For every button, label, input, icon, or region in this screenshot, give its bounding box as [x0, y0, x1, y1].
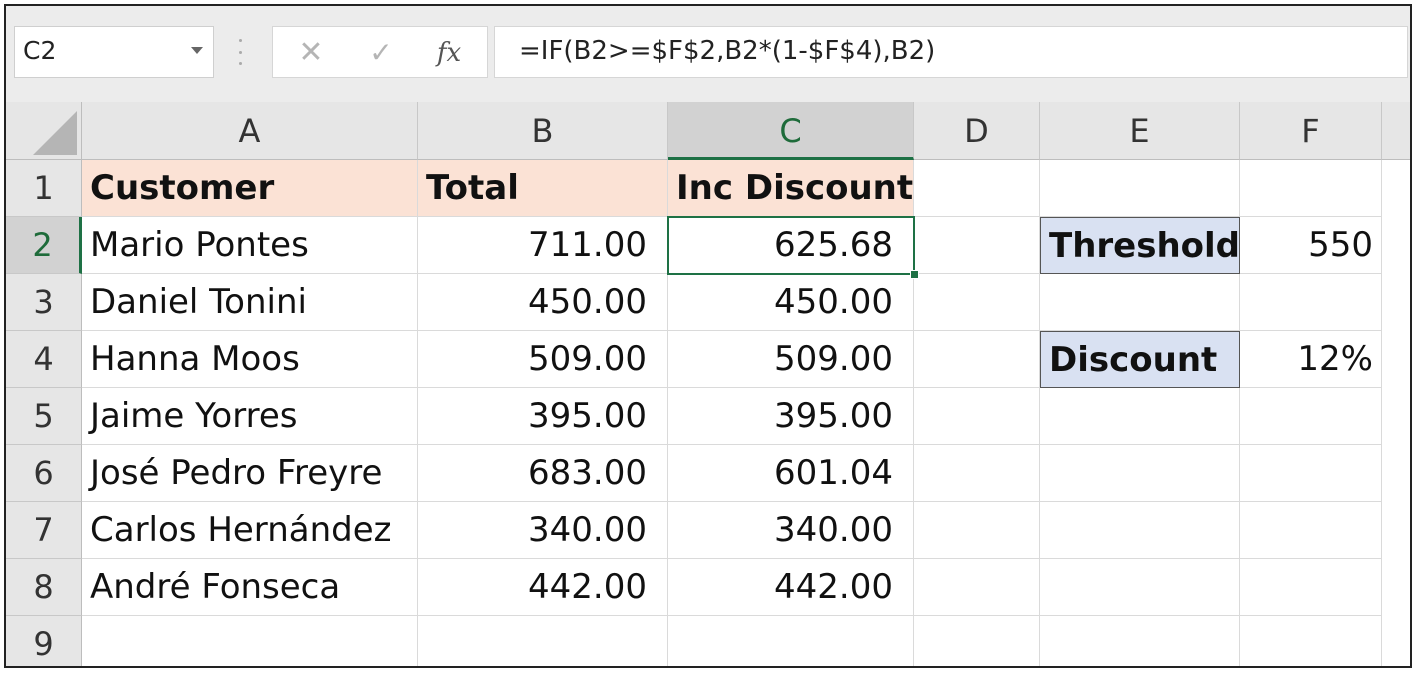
fill-handle[interactable] [910, 270, 919, 279]
cell-b7[interactable]: 340.00 [418, 502, 668, 559]
cell-a8[interactable]: André Fonseca [82, 559, 418, 616]
cell-f8[interactable] [1240, 559, 1382, 616]
row-header-7[interactable]: 7 [6, 502, 82, 559]
cell-d3[interactable] [914, 274, 1040, 331]
column-header-b[interactable]: B [418, 102, 668, 160]
row-header-8[interactable]: 8 [6, 559, 82, 616]
cell-b2[interactable]: 711.00 [418, 217, 668, 274]
cell-e1[interactable] [1040, 160, 1240, 217]
row-header-1[interactable]: 1 [6, 160, 82, 217]
cell-d5[interactable] [914, 388, 1040, 445]
cell-b8[interactable]: 442.00 [418, 559, 668, 616]
cell-a7[interactable]: Carlos Hernández [82, 502, 418, 559]
threshold-label[interactable]: Threshold [1040, 217, 1240, 274]
cell-e5[interactable] [1040, 388, 1240, 445]
cell-c9[interactable] [668, 616, 914, 666]
spreadsheet-window: C2 ✕ ✓ fx =IF(B2>=$F$2,B2*(1-$F$4),B2) A… [4, 4, 1412, 668]
cell-e9[interactable] [1040, 616, 1240, 666]
cell-a9[interactable] [82, 616, 418, 666]
cell-c4[interactable]: 509.00 [668, 331, 914, 388]
cell-a6[interactable]: José Pedro Freyre [82, 445, 418, 502]
row-header-6[interactable]: 6 [6, 445, 82, 502]
cell-c5[interactable]: 395.00 [668, 388, 914, 445]
row-header-5[interactable]: 5 [6, 388, 82, 445]
cell-e8[interactable] [1040, 559, 1240, 616]
cell-d1[interactable] [914, 160, 1040, 217]
cell-c1[interactable]: Inc Discount [668, 160, 914, 217]
cell-a1[interactable]: Customer [82, 160, 418, 217]
row-header-3[interactable]: 3 [6, 274, 82, 331]
select-all-icon [33, 111, 77, 155]
formula-bar: C2 ✕ ✓ fx =IF(B2>=$F$2,B2*(1-$F$4),B2) [6, 6, 1410, 102]
cell-c8[interactable]: 442.00 [668, 559, 914, 616]
formula-input[interactable]: =IF(B2>=$F$2,B2*(1-$F$4),B2) [494, 26, 1408, 78]
cell-a4[interactable]: Hanna Moos [82, 331, 418, 388]
column-header-d[interactable]: D [914, 102, 1040, 160]
cancel-icon[interactable]: ✕ [298, 35, 324, 70]
column-header-partial[interactable] [1382, 102, 1410, 160]
cell-d8[interactable] [914, 559, 1040, 616]
cell-c7[interactable]: 340.00 [668, 502, 914, 559]
formula-text: =IF(B2>=$F$2,B2*(1-$F$4),B2) [519, 36, 936, 66]
cell-f3[interactable] [1240, 274, 1382, 331]
check-icon[interactable]: ✓ [369, 36, 393, 69]
cell-b9[interactable] [418, 616, 668, 666]
cell-d6[interactable] [914, 445, 1040, 502]
name-box-value: C2 [23, 36, 57, 65]
cell-b6[interactable]: 683.00 [418, 445, 668, 502]
column-header-a[interactable]: A [82, 102, 418, 160]
column-header-f[interactable]: F [1240, 102, 1382, 160]
cell-f5[interactable] [1240, 388, 1382, 445]
cell-d9[interactable] [914, 616, 1040, 666]
cell-e7[interactable] [1040, 502, 1240, 559]
cell-d2[interactable] [914, 217, 1040, 274]
cell-b3[interactable]: 450.00 [418, 274, 668, 331]
cell-b4[interactable]: 509.00 [418, 331, 668, 388]
insert-function-icon[interactable]: fx [436, 38, 462, 68]
cell-e3[interactable] [1040, 274, 1240, 331]
cell-f1[interactable] [1240, 160, 1382, 217]
cell-a2[interactable]: Mario Pontes [82, 217, 418, 274]
cell-f6[interactable] [1240, 445, 1382, 502]
cell-b5[interactable]: 395.00 [418, 388, 668, 445]
cell-c6[interactable]: 601.04 [668, 445, 914, 502]
cell-e6[interactable] [1040, 445, 1240, 502]
select-all-button[interactable] [6, 102, 82, 160]
row-header-4[interactable]: 4 [6, 331, 82, 388]
discount-label[interactable]: Discount [1040, 331, 1240, 388]
cell-d4[interactable] [914, 331, 1040, 388]
cell-f9[interactable] [1240, 616, 1382, 666]
cell-b1[interactable]: Total [418, 160, 668, 217]
chevron-down-icon[interactable] [191, 47, 203, 54]
column-header-c[interactable]: C [668, 102, 914, 160]
cell-a3[interactable]: Daniel Tonini [82, 274, 418, 331]
discount-value[interactable]: 12% [1240, 331, 1382, 388]
row-header-9[interactable]: 9 [6, 616, 82, 666]
row-header-2[interactable]: 2 [6, 217, 82, 274]
name-box[interactable]: C2 [14, 26, 214, 78]
cell-f7[interactable] [1240, 502, 1382, 559]
cell-c2[interactable]: 625.68 [668, 217, 914, 274]
cell-c3[interactable]: 450.00 [668, 274, 914, 331]
cell-a5[interactable]: Jaime Yorres [82, 388, 418, 445]
threshold-value[interactable]: 550 [1240, 217, 1382, 274]
drag-handle-icon[interactable] [238, 39, 242, 65]
formula-buttons: ✕ ✓ fx [272, 26, 488, 78]
column-header-e[interactable]: E [1040, 102, 1240, 160]
cell-d7[interactable] [914, 502, 1040, 559]
